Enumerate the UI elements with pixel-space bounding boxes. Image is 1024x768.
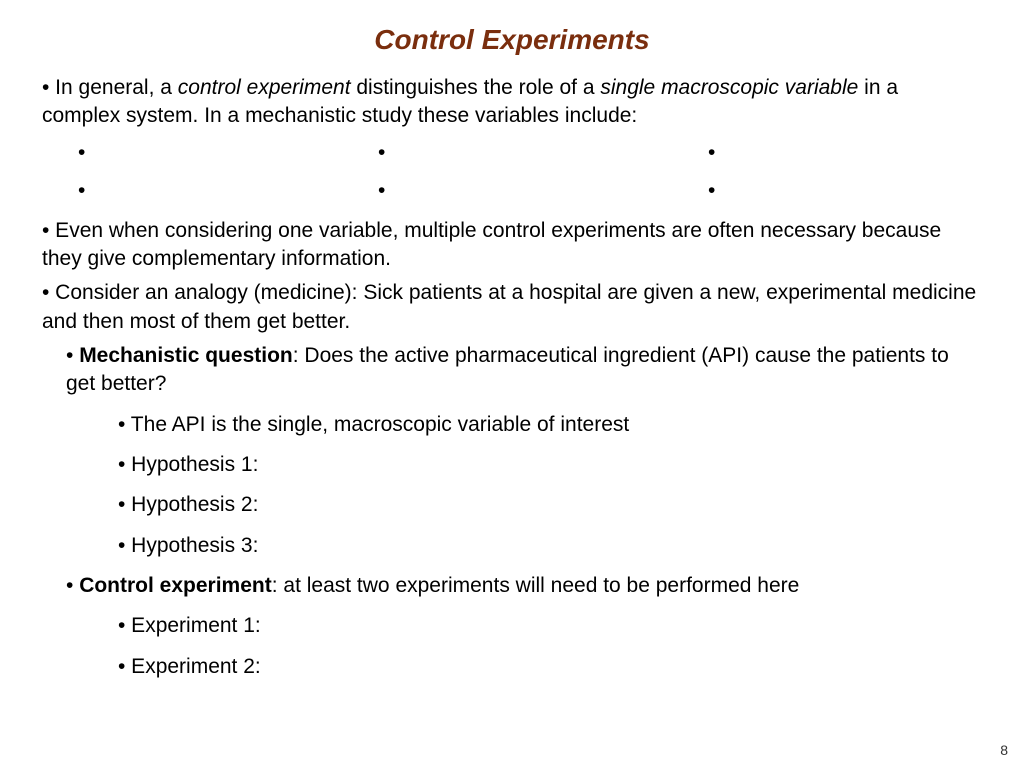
bullet-cell: •	[378, 141, 708, 165]
intro-pre: • In general, a	[42, 76, 178, 99]
page-number: 8	[1000, 742, 1008, 758]
analogy-paragraph: • Consider an analogy (medicine): Sick p…	[42, 279, 982, 336]
slide-title: Control Experiments	[42, 24, 982, 56]
bullet-cell: •	[708, 141, 982, 165]
bullet-cell: •	[378, 179, 708, 203]
ce-rest: : at least two experiments will need to …	[272, 574, 800, 597]
experiment-1: • Experiment 1:	[118, 612, 982, 640]
variable-bullet-grid: • • • • • •	[78, 141, 982, 203]
intro-mid: distinguishes the role of a	[351, 76, 601, 99]
intro-paragraph: • In general, a control experiment disti…	[42, 74, 982, 131]
intro-em1: control experiment	[178, 76, 351, 99]
bullet-row-2: • • •	[78, 179, 982, 203]
mq-bullet: •	[66, 344, 79, 367]
bullet-cell: •	[78, 179, 378, 203]
control-experiment-line: • Control experiment: at least two exper…	[66, 572, 982, 600]
bullet-cell: •	[78, 141, 378, 165]
complementary-paragraph: • Even when considering one variable, mu…	[42, 217, 982, 274]
intro-em2: single macroscopic variable	[600, 76, 858, 99]
experiment-2: • Experiment 2:	[118, 653, 982, 681]
mechanistic-question: • Mechanistic question: Does the active …	[66, 342, 982, 399]
api-variable-line: • The API is the single, macroscopic var…	[118, 411, 982, 439]
ce-bullet: •	[66, 574, 79, 597]
bullet-cell: •	[708, 179, 982, 203]
hypothesis-2: • Hypothesis 2:	[118, 491, 982, 519]
hypothesis-3: • Hypothesis 3:	[118, 532, 982, 560]
bullet-row-1: • • •	[78, 141, 982, 165]
ce-bold: Control experiment	[79, 574, 272, 597]
mq-bold: Mechanistic question	[79, 344, 293, 367]
slide-body: Control Experiments • In general, a cont…	[0, 0, 1024, 681]
hypothesis-1: • Hypothesis 1:	[118, 451, 982, 479]
